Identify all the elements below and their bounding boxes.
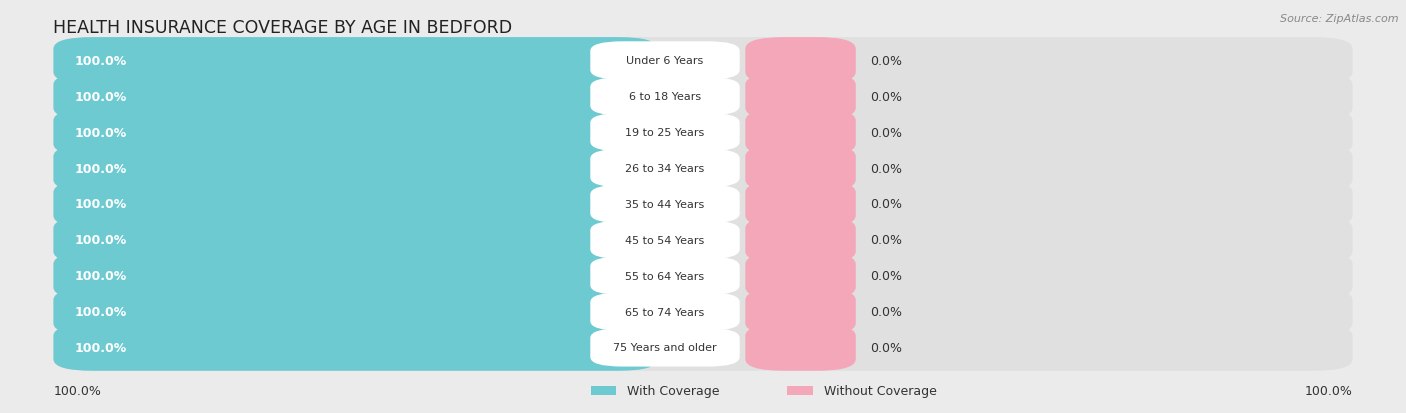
FancyBboxPatch shape — [745, 324, 856, 371]
FancyBboxPatch shape — [53, 253, 658, 299]
FancyBboxPatch shape — [53, 181, 658, 228]
FancyBboxPatch shape — [591, 328, 740, 367]
FancyBboxPatch shape — [53, 109, 1353, 156]
FancyBboxPatch shape — [591, 42, 740, 81]
Text: Without Coverage: Without Coverage — [824, 384, 936, 397]
Text: 100.0%: 100.0% — [53, 384, 101, 397]
FancyBboxPatch shape — [53, 109, 658, 156]
Text: Source: ZipAtlas.com: Source: ZipAtlas.com — [1281, 14, 1399, 24]
Text: 100.0%: 100.0% — [75, 270, 127, 282]
FancyBboxPatch shape — [745, 74, 856, 120]
FancyBboxPatch shape — [53, 74, 658, 120]
FancyBboxPatch shape — [745, 253, 856, 299]
FancyBboxPatch shape — [591, 257, 740, 295]
Text: 100.0%: 100.0% — [75, 126, 127, 139]
FancyBboxPatch shape — [53, 217, 1353, 263]
FancyBboxPatch shape — [591, 293, 740, 331]
FancyBboxPatch shape — [53, 181, 1353, 228]
Text: 100.0%: 100.0% — [75, 234, 127, 247]
FancyBboxPatch shape — [53, 74, 1353, 120]
Text: 0.0%: 0.0% — [870, 234, 901, 247]
Text: 100.0%: 100.0% — [75, 305, 127, 318]
Text: 65 to 74 Years: 65 to 74 Years — [626, 307, 704, 317]
Text: 0.0%: 0.0% — [870, 90, 901, 104]
FancyBboxPatch shape — [745, 38, 856, 85]
FancyBboxPatch shape — [745, 217, 856, 263]
Text: 26 to 34 Years: 26 to 34 Years — [626, 164, 704, 173]
FancyBboxPatch shape — [53, 38, 658, 85]
Text: HEALTH INSURANCE COVERAGE BY AGE IN BEDFORD: HEALTH INSURANCE COVERAGE BY AGE IN BEDF… — [53, 19, 513, 36]
FancyBboxPatch shape — [591, 221, 740, 259]
FancyBboxPatch shape — [591, 185, 740, 223]
FancyBboxPatch shape — [53, 145, 1353, 192]
FancyBboxPatch shape — [591, 78, 740, 116]
Text: Under 6 Years: Under 6 Years — [627, 56, 703, 66]
FancyBboxPatch shape — [53, 289, 658, 335]
Text: 100.0%: 100.0% — [1305, 384, 1353, 397]
Text: 35 to 44 Years: 35 to 44 Years — [626, 199, 704, 209]
Text: 0.0%: 0.0% — [870, 55, 901, 68]
Text: 75 Years and older: 75 Years and older — [613, 343, 717, 353]
Text: With Coverage: With Coverage — [627, 384, 720, 397]
FancyBboxPatch shape — [591, 150, 740, 188]
Text: 55 to 64 Years: 55 to 64 Years — [626, 271, 704, 281]
FancyBboxPatch shape — [745, 109, 856, 156]
FancyBboxPatch shape — [787, 386, 813, 395]
Text: 45 to 54 Years: 45 to 54 Years — [626, 235, 704, 245]
FancyBboxPatch shape — [53, 253, 1353, 299]
FancyBboxPatch shape — [53, 38, 1353, 85]
FancyBboxPatch shape — [53, 289, 1353, 335]
Text: 100.0%: 100.0% — [75, 90, 127, 104]
Text: 6 to 18 Years: 6 to 18 Years — [628, 92, 702, 102]
FancyBboxPatch shape — [53, 324, 658, 371]
Text: 100.0%: 100.0% — [75, 55, 127, 68]
FancyBboxPatch shape — [745, 289, 856, 335]
Text: 0.0%: 0.0% — [870, 198, 901, 211]
FancyBboxPatch shape — [53, 217, 658, 263]
Text: 100.0%: 100.0% — [75, 162, 127, 175]
FancyBboxPatch shape — [591, 386, 616, 395]
Text: 0.0%: 0.0% — [870, 305, 901, 318]
Text: 0.0%: 0.0% — [870, 126, 901, 139]
Text: 100.0%: 100.0% — [75, 341, 127, 354]
Text: 0.0%: 0.0% — [870, 162, 901, 175]
Text: 0.0%: 0.0% — [870, 341, 901, 354]
FancyBboxPatch shape — [591, 114, 740, 152]
FancyBboxPatch shape — [745, 145, 856, 192]
Text: 0.0%: 0.0% — [870, 270, 901, 282]
FancyBboxPatch shape — [53, 145, 658, 192]
FancyBboxPatch shape — [745, 181, 856, 228]
Text: 19 to 25 Years: 19 to 25 Years — [626, 128, 704, 138]
Text: 100.0%: 100.0% — [75, 198, 127, 211]
FancyBboxPatch shape — [53, 324, 1353, 371]
